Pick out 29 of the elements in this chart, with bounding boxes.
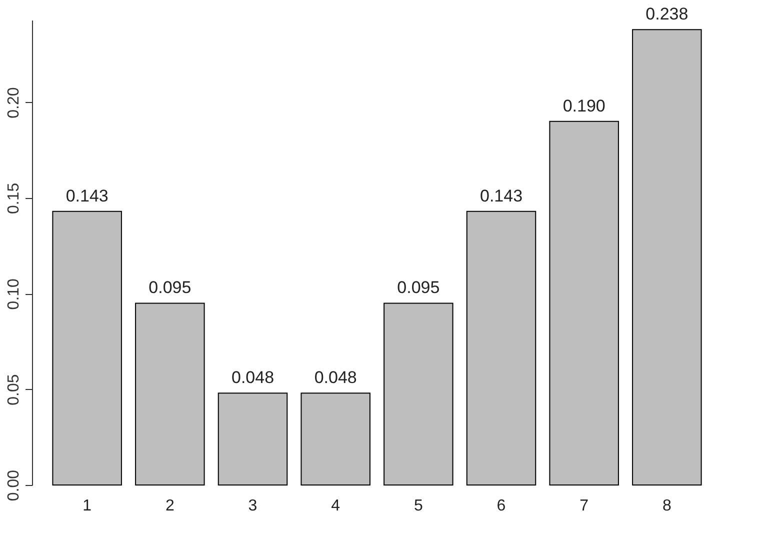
x-tick-label: 1 — [82, 498, 92, 514]
y-tick-label: 0.10 — [6, 278, 22, 310]
data-label: 0.238 — [646, 4, 688, 24]
data-label: 0.143 — [66, 186, 108, 206]
x-tick-label: 6 — [496, 498, 506, 514]
y-tick-label: 0.20 — [6, 87, 22, 118]
x-tick-label: 5 — [414, 498, 423, 514]
bar — [52, 210, 122, 486]
y-tick-label: 0.15 — [6, 182, 22, 214]
data-label: 0.048 — [314, 368, 357, 388]
bar — [384, 302, 454, 486]
bar — [632, 29, 702, 486]
x-tick-label: 2 — [165, 498, 174, 514]
data-label: 0.095 — [148, 278, 192, 298]
data-label: 0.095 — [397, 278, 440, 298]
data-label: 0.048 — [231, 368, 274, 388]
bar — [135, 302, 205, 486]
data-label: 0.143 — [480, 186, 523, 206]
bar — [549, 120, 619, 486]
bar — [218, 392, 288, 486]
x-tick-label: 4 — [331, 498, 340, 514]
y-tick-label: 0.05 — [6, 374, 22, 406]
bar — [300, 392, 370, 486]
bar — [466, 210, 536, 486]
x-tick-label: 8 — [662, 498, 672, 514]
x-tick-label: 7 — [580, 498, 589, 514]
y-tick-label: 0.00 — [6, 470, 22, 502]
x-tick-label: 3 — [248, 498, 258, 514]
data-label: 0.190 — [562, 96, 606, 116]
